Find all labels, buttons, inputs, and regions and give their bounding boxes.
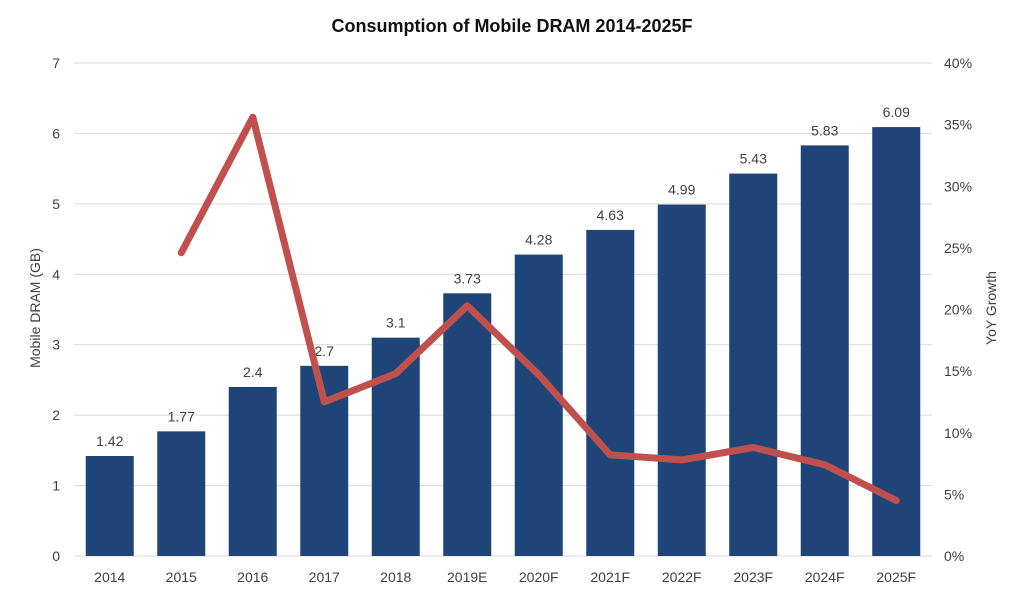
bar-2023F: [729, 173, 778, 556]
left-axis-tick-label: 2: [52, 407, 60, 423]
right-axis-tick-label: 15%: [944, 363, 972, 379]
left-axis-tick-label: 3: [52, 337, 60, 353]
right-axis-tick-label: 10%: [944, 425, 972, 441]
left-axis-tick-label: 1: [52, 478, 60, 494]
bar-data-label: 1.42: [96, 433, 123, 449]
bar-data-label: 5.43: [740, 151, 767, 167]
right-axis-tick-label: 20%: [944, 302, 972, 318]
x-axis-tick-label: 2020F: [519, 569, 559, 585]
x-axis-tick-label: 2019E: [447, 569, 487, 585]
bar-data-label: 2.7: [315, 343, 335, 359]
growth-line: [177, 113, 900, 504]
bar-data-label: 4.28: [525, 232, 552, 248]
bar-2020F: [514, 254, 563, 556]
right-axis-tick-label: 35%: [944, 117, 972, 133]
bar-data-labels: 1.42 1.77 2.4 2.7 3.1 3.73 4.28 4.63 4.99 5.43 5.8…: [96, 104, 910, 449]
left-axis-ticks: 0 1 2 3 4 5 6 7: [52, 55, 60, 564]
right-axis-tick-label: 25%: [944, 240, 972, 256]
chart-title: Consumption of Mobile DRAM 2014-2025F: [331, 16, 692, 36]
left-axis-tick-label: 6: [52, 125, 60, 141]
right-axis-tick-label: 5%: [944, 486, 964, 502]
bar-2015: [157, 431, 206, 556]
bar-data-label: 4.63: [597, 207, 624, 223]
bar-2016: [228, 386, 277, 556]
bar-data-label: 5.83: [811, 122, 838, 138]
right-axis-tick-label: 40%: [944, 55, 972, 71]
right-axis-label: YoY Growth: [983, 271, 999, 345]
left-axis-tick-label: 0: [52, 548, 60, 564]
x-axis-tick-label: 2025F: [876, 569, 916, 585]
bar-data-label: 6.09: [883, 104, 910, 120]
x-axis-tick-label: 2018: [380, 569, 411, 585]
x-axis-tick-label: 2015: [166, 569, 197, 585]
left-axis-label: Mobile DRAM (GB): [27, 248, 43, 368]
x-axis-tick-label: 2016: [237, 569, 268, 585]
right-axis-tick-label: 0%: [944, 548, 964, 564]
right-axis-ticks: 0% 5% 10% 15% 20% 25% 30% 35% 40%: [944, 55, 972, 564]
x-axis-tick-label: 2014: [94, 569, 125, 585]
x-axis-tick-label: 2024F: [805, 569, 845, 585]
bar-2021F: [586, 229, 635, 556]
bar-2022F: [657, 204, 706, 556]
x-axis-tick-label: 2023F: [733, 569, 773, 585]
bar-2019E: [443, 293, 492, 556]
growth-line-series: [177, 113, 900, 504]
left-axis-tick-label: 5: [52, 196, 60, 212]
bar-2024F: [800, 145, 849, 556]
bar-data-label: 3.1: [386, 315, 406, 331]
x-axis-tick-label: 2022F: [662, 569, 702, 585]
gridlines: [74, 62, 932, 557]
bar-data-label: 1.77: [168, 408, 195, 424]
left-axis-tick-label: 7: [52, 55, 60, 71]
bar-series: [85, 127, 921, 556]
x-axis-ticks: 2014 2015 2016 2017 2018 2019E 2020F 2021F 2022F…: [94, 569, 916, 585]
bar-2014: [85, 455, 134, 556]
x-axis-tick-label: 2017: [309, 569, 340, 585]
left-axis-tick-label: 4: [52, 266, 60, 282]
bar-data-label: 2.4: [243, 364, 263, 380]
bar-data-label: 4.99: [668, 182, 695, 198]
right-axis-tick-label: 30%: [944, 178, 972, 194]
bar-2025F: [872, 127, 921, 556]
x-axis-tick-label: 2021F: [590, 569, 630, 585]
bar-data-label: 3.73: [454, 270, 481, 286]
